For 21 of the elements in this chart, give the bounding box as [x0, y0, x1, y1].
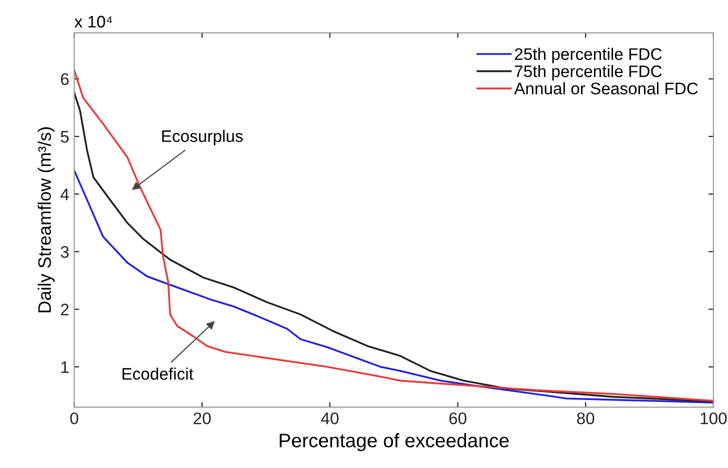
text: x 10⁴	[74, 16, 112, 28]
y-tick-label: 6	[60, 73, 69, 86]
y-tick-label: 3	[60, 246, 69, 258]
x-tick-label: 100	[700, 412, 727, 424]
y-axis-title: Daily Streamflow (m³/s)	[38, 127, 55, 312]
y-tick-label: 1	[61, 361, 69, 373]
x-tick-label: 40	[321, 412, 339, 424]
x-axis-title: Percentage of exceedance	[280, 433, 509, 452]
line-series	[74, 170, 714, 404]
y-tick-label: 2	[60, 304, 69, 316]
x-tick-label: 20	[194, 412, 211, 424]
legend-label: 75th percentile FDC	[514, 64, 662, 80]
y-tick-label: 4	[60, 188, 69, 200]
x-tick-label: 80	[577, 412, 594, 424]
legend-label: 25th percentile FDC	[514, 48, 662, 64]
legend-label: Annual or Seasonal FDC	[514, 82, 698, 94]
x-tick-label: 0	[70, 412, 78, 424]
annotation: Ecosurplus	[162, 130, 243, 146]
x-tick-label: 60	[449, 412, 466, 424]
annotation: Ecodeficit	[122, 368, 194, 380]
y-tick-label: 5	[60, 131, 69, 143]
